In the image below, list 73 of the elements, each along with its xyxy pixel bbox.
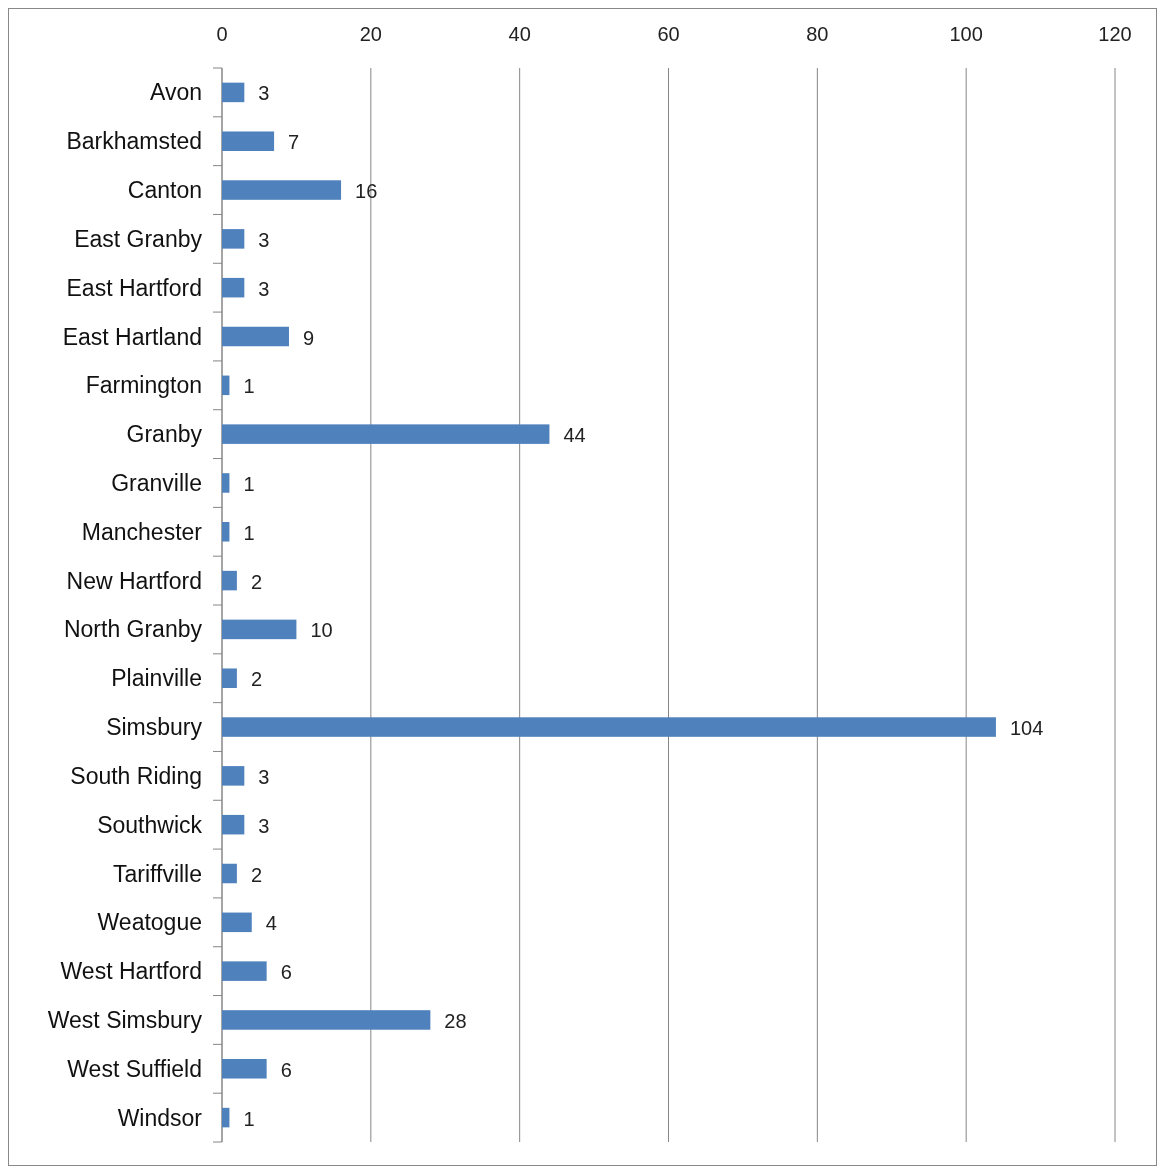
data-label: 3 <box>258 82 270 105</box>
y-tick-label: Southwick <box>97 811 203 838</box>
y-tick-label: Barkhamsted <box>66 128 202 155</box>
data-label: 1 <box>243 472 255 495</box>
x-tick-label: 40 <box>508 23 531 45</box>
x-tick-label: 120 <box>1098 23 1132 45</box>
bar <box>222 570 237 591</box>
y-tick-label: Granby <box>126 421 203 448</box>
y-tick-label: Farmington <box>85 372 202 399</box>
bar <box>222 1059 267 1079</box>
data-label: 2 <box>250 668 263 691</box>
bar <box>222 277 245 298</box>
bar <box>222 766 245 786</box>
data-label: 1 <box>243 521 255 544</box>
x-tick-label: 20 <box>359 23 382 45</box>
bar <box>222 668 237 688</box>
y-tick-label: Weatogue <box>97 909 202 936</box>
x-tick-label: 80 <box>806 23 829 45</box>
bar <box>222 229 245 249</box>
x-tick-label: 100 <box>949 23 983 45</box>
y-tick-label: Plainville <box>111 665 202 692</box>
data-label: 3 <box>258 765 270 788</box>
data-label: 2 <box>250 863 263 886</box>
y-tick-label: West Suffield <box>67 1055 202 1082</box>
bar <box>222 1010 431 1030</box>
bar <box>222 717 996 737</box>
data-label: 6 <box>280 1058 292 1081</box>
y-tick-label: North Granby <box>63 616 203 643</box>
data-label: 104 <box>1009 717 1044 740</box>
y-tick-label: Tariffville <box>112 860 202 887</box>
y-tick-label: Manchester <box>81 518 203 545</box>
data-label: 3 <box>258 277 270 300</box>
y-tick-label: Avon <box>149 79 202 106</box>
y-tick-label: East Hartford <box>66 274 202 301</box>
bar <box>222 522 230 542</box>
data-label: 6 <box>280 961 292 984</box>
bar <box>222 619 297 640</box>
bar <box>222 131 275 151</box>
bar <box>222 473 230 493</box>
y-tick-label: West Hartford <box>60 958 202 985</box>
y-tick-label: Windsor <box>117 1104 203 1131</box>
data-label: 3 <box>258 228 270 251</box>
bar <box>222 375 230 396</box>
y-tick-label: South Riding <box>70 762 202 789</box>
y-tick-label: Granville <box>111 470 202 496</box>
bar <box>222 814 245 835</box>
data-label: 10 <box>310 619 333 642</box>
bar <box>222 912 252 933</box>
bar <box>222 326 289 347</box>
data-label: 16 <box>355 180 378 203</box>
data-label: 7 <box>288 131 300 154</box>
bar <box>222 180 342 200</box>
y-tick-label: East Granby <box>74 225 203 252</box>
data-label: 3 <box>258 814 270 837</box>
bar <box>222 961 267 981</box>
data-label: 28 <box>444 1009 467 1032</box>
bar <box>222 863 237 884</box>
data-label: 2 <box>250 570 263 593</box>
bar <box>222 82 245 103</box>
y-tick-label: Canton <box>127 177 202 204</box>
data-label: 1 <box>243 375 255 398</box>
data-label: 44 <box>563 424 586 447</box>
x-tick-label: 60 <box>657 23 680 45</box>
bar <box>222 424 550 444</box>
bar <box>222 1107 230 1128</box>
x-tick-label: 0 <box>216 23 228 45</box>
y-tick-label: East Hartland <box>62 323 202 350</box>
data-label: 9 <box>302 326 315 349</box>
data-label: 1 <box>243 1107 255 1130</box>
data-label: 4 <box>265 912 277 935</box>
y-tick-label: New Hartford <box>66 567 202 594</box>
y-tick-label: West Simsbury <box>47 1007 203 1033</box>
y-tick-label: Simsbury <box>106 714 203 741</box>
